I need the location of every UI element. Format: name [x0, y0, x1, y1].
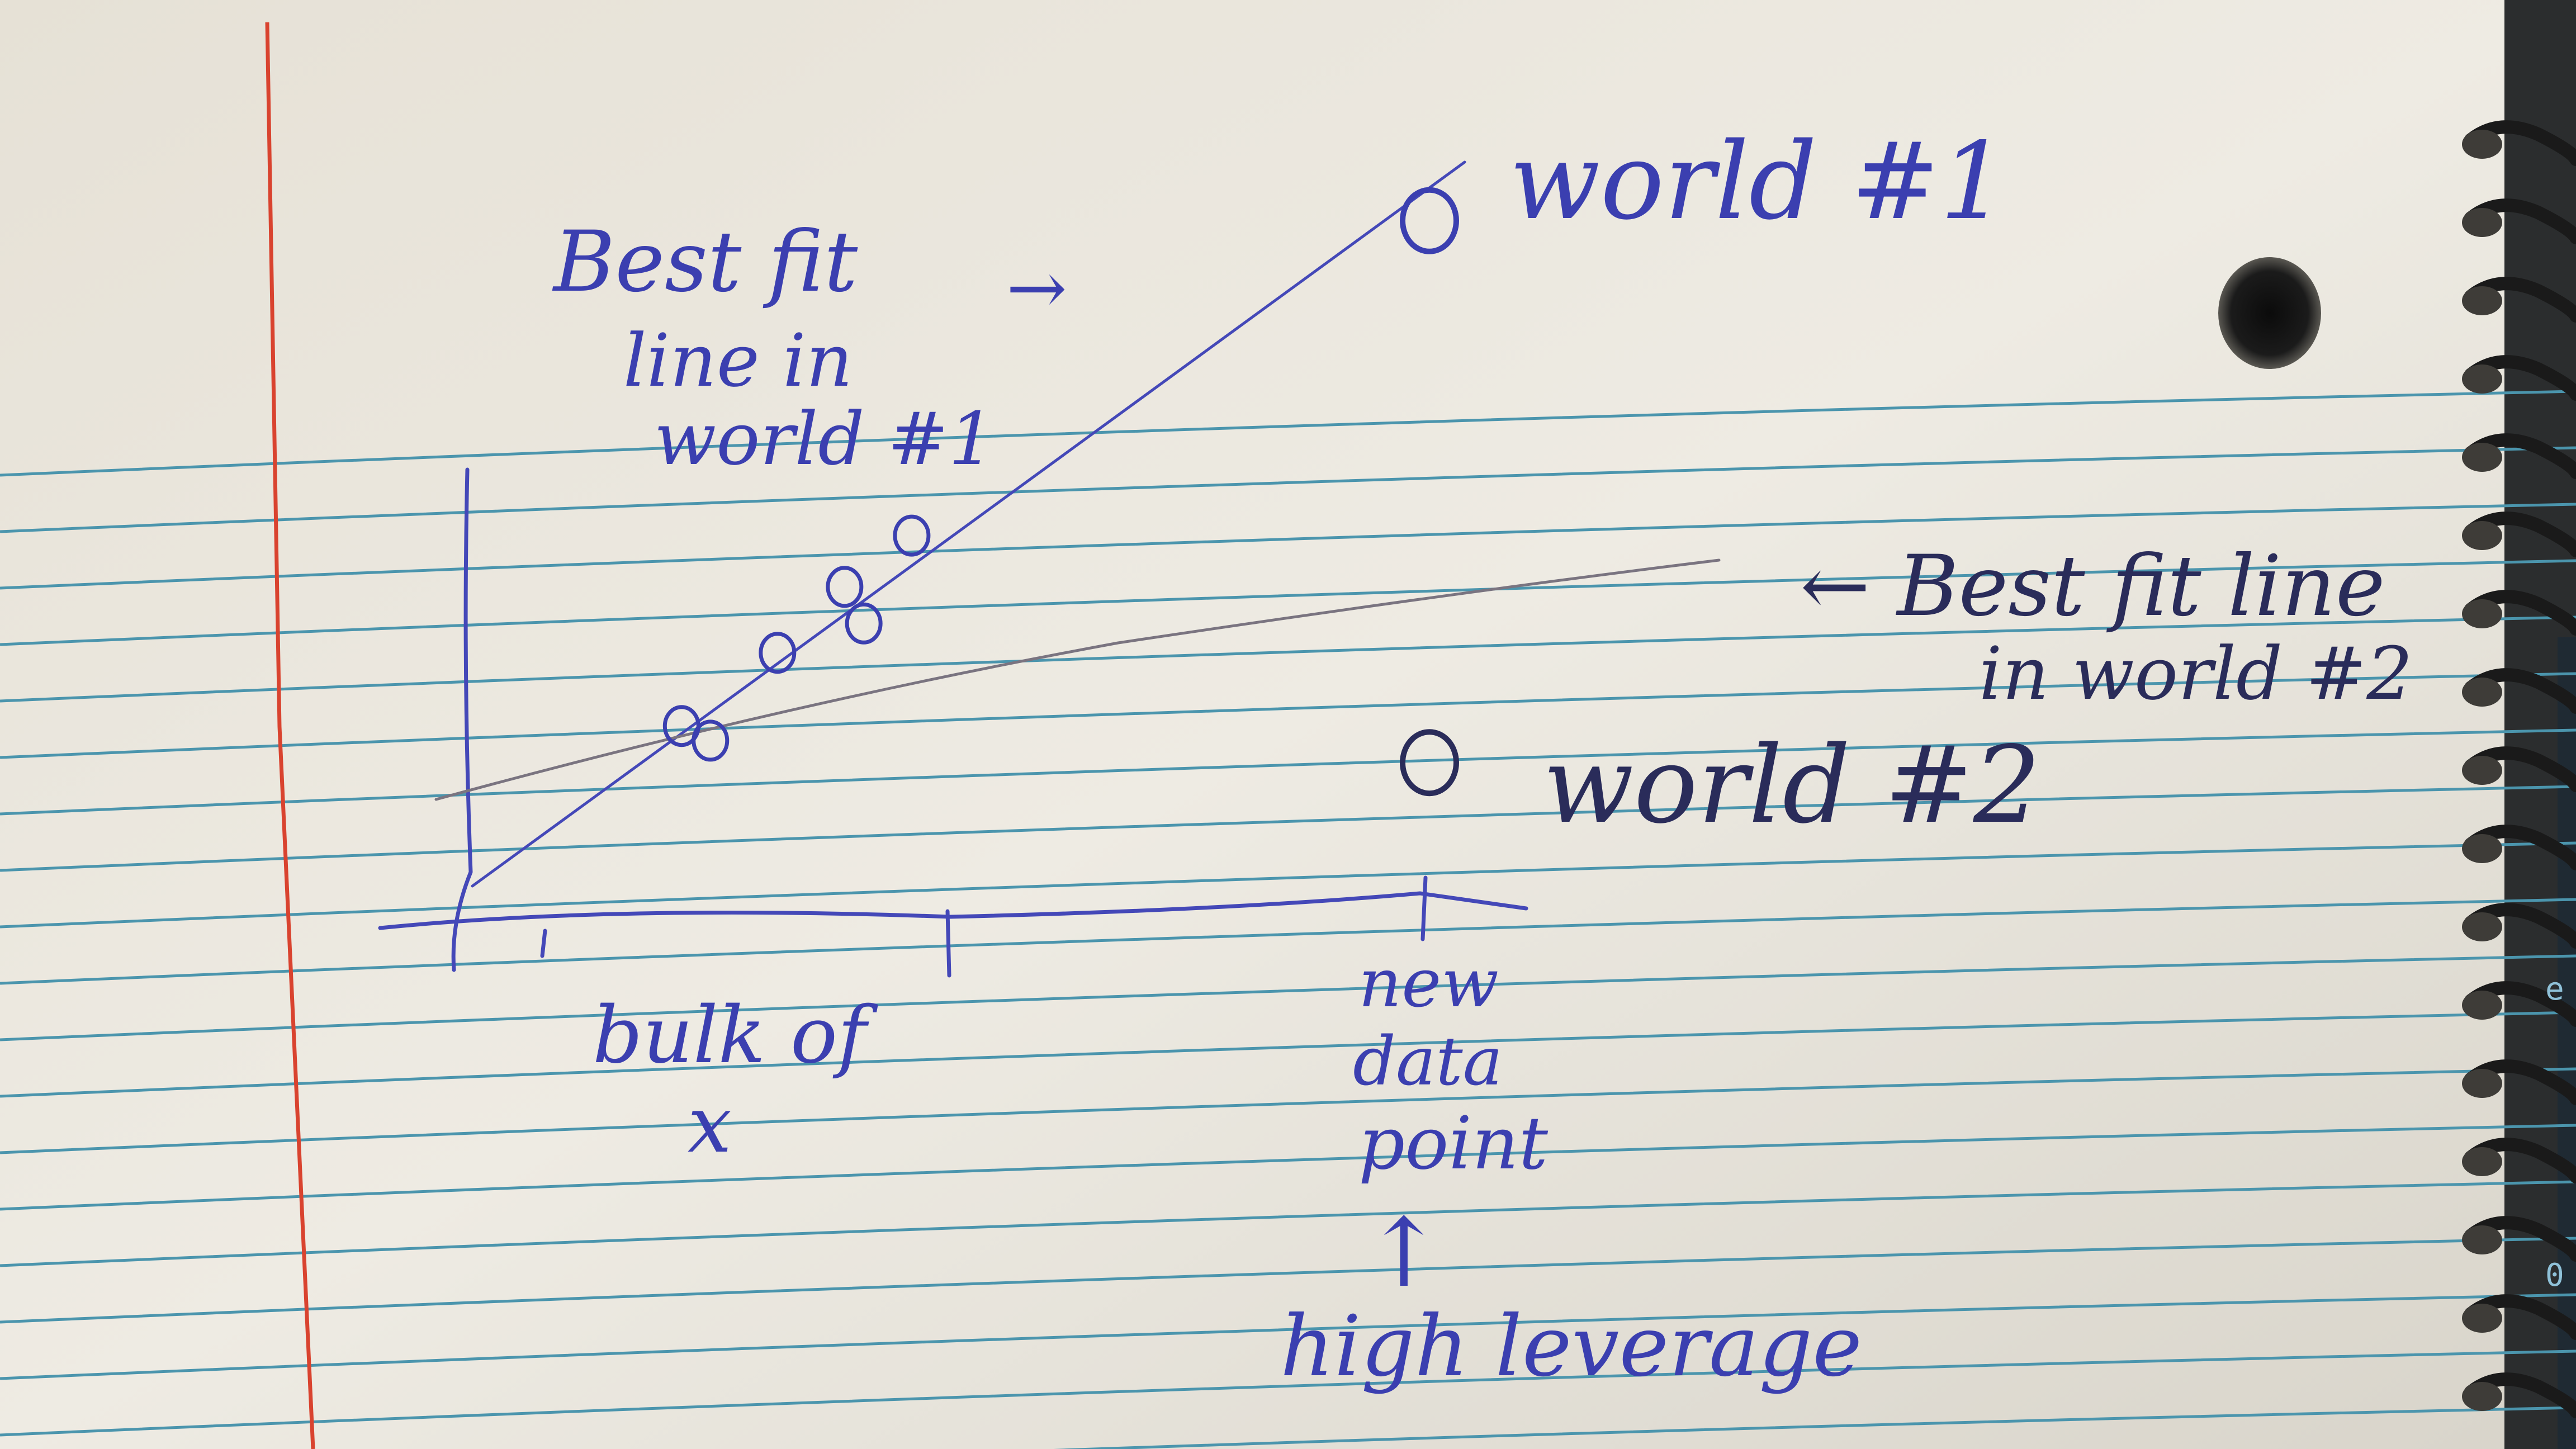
fit2-line-2: in world #2 [1979, 631, 2413, 716]
rule-line [0, 1180, 2576, 1267]
coil-hole [2462, 599, 2502, 628]
new-point-line-2: data [1353, 1023, 1503, 1101]
scatter-points [662, 187, 1459, 797]
fit-line-world-2 [434, 558, 1721, 801]
spiral-binding [2462, 120, 2576, 1418]
rule-line [0, 390, 2576, 477]
data-point [692, 719, 730, 762]
coil-hole [2462, 521, 2502, 550]
x-axis [378, 891, 1528, 930]
rule-line [0, 841, 2576, 929]
coil-hole [2462, 1304, 2502, 1333]
rule-line [0, 503, 2576, 590]
leverage-arrow: ↑ [1364, 1198, 1443, 1309]
rule-line [0, 1349, 2576, 1437]
rule-line [0, 559, 2576, 646]
x-tick-1 [540, 929, 547, 958]
rule-line [1053, 1406, 2576, 1449]
coil-hole [2462, 912, 2502, 941]
coil-hole [2462, 991, 2502, 1020]
rule-line [0, 898, 2576, 985]
fit-line-world-1 [471, 160, 1466, 888]
coil-hole [2462, 1069, 2502, 1098]
coil-hole [2462, 834, 2502, 863]
data-point [893, 514, 931, 557]
coil-hole [2462, 364, 2502, 394]
fit1-line-2: line in [623, 318, 853, 403]
rule-line [0, 1293, 2576, 1380]
coil-hole [2462, 756, 2502, 785]
edge-glyph-1: e [2545, 971, 2564, 1007]
rule-line [0, 1124, 2576, 1211]
rule-line [0, 615, 2576, 703]
fit2-line-1: ← Best fit line [1800, 538, 2385, 635]
rule-line [0, 1067, 2576, 1154]
coil-hole [2462, 1225, 2502, 1254]
coil-hole [2462, 1382, 2502, 1411]
fit1-line-3: world #1 [654, 396, 995, 481]
x-tick-3 [1420, 875, 1428, 941]
new-point-world-2 [1400, 729, 1459, 797]
punch-hole [2218, 257, 2321, 369]
coil-hole [2462, 443, 2502, 472]
coil-hole [2462, 130, 2502, 159]
margin-line [265, 22, 315, 1449]
edge-glyph-2: 0 [2545, 1257, 2564, 1294]
world-2-label: world #2 [1543, 723, 2041, 847]
world-1-label: world #1 [1509, 120, 2007, 243]
new-point-line-3: point [1358, 1101, 1549, 1186]
coil-hole [2462, 678, 2502, 707]
new-point-world-1 [1400, 187, 1459, 254]
x-caption-line-2: x [688, 1079, 732, 1171]
rule-line [0, 1011, 2576, 1098]
fit1-line-1: Best fit [552, 214, 858, 311]
rule-line [0, 954, 2576, 1041]
new-point-line-1: new [1358, 945, 1499, 1022]
coil-hole [2462, 208, 2502, 237]
data-point [845, 602, 883, 645]
rule-line [0, 446, 2576, 533]
coil-hole [2462, 1147, 2502, 1176]
x-caption-line-1: bulk of [593, 990, 878, 1081]
data-point [759, 632, 797, 674]
rule-line [0, 728, 2576, 816]
leverage-caption: high leverage [1280, 1298, 1862, 1395]
fit1-arrow: → [1006, 245, 1067, 330]
rule-line [0, 672, 2576, 759]
coil-hole [2462, 286, 2502, 315]
x-tick-2 [945, 909, 951, 978]
rule-line [0, 785, 2576, 872]
data-point [826, 566, 864, 608]
ruled-lines [0, 390, 2576, 1449]
rule-line [0, 1237, 2576, 1324]
